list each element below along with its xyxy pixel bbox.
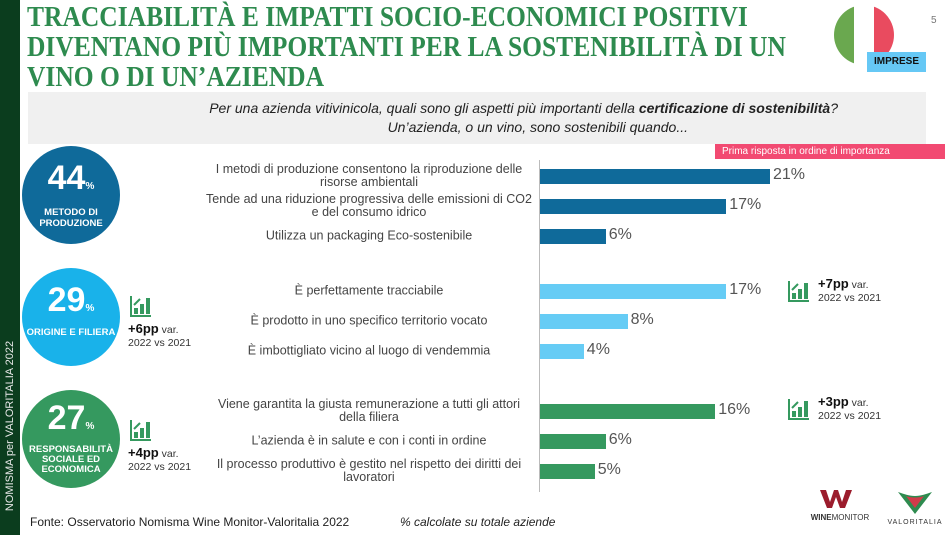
bar-value-label: 16% [718,401,751,418]
bar-category-label: Tende ad una riduzione progressiva delle… [206,192,532,219]
bar-value-label: 17% [729,281,762,298]
growth-chart-icon [787,279,811,303]
bar [540,284,727,299]
question-box: Per una azienda vitivinicola, quali sono… [28,92,926,144]
bar-category-label: L’azienda è in salute e con i conti in o… [251,433,487,448]
group-circle-origine: 29% ORIGINE E FILIERA [22,268,120,366]
bar [540,434,606,449]
bar [540,314,628,329]
variation-tracciabile: +7pp var. 2022 vs 2021 [818,276,882,304]
growth-chart-icon [129,418,153,442]
group-circle-responsabilita: 27% RESPONSABILITÀ SOCIALE ED ECONOMICA [22,390,120,488]
bar-value-label: 4% [586,341,610,358]
bar [540,169,770,184]
growth-chart-icon [129,294,153,318]
bar-category-label: È imbottigliato vicino al luogo di vende… [247,343,491,358]
source-note: Fonte: Osservatorio Nomisma Wine Monitor… [30,515,350,529]
bar [540,404,716,419]
imprese-badge: IMPRESE [867,52,926,72]
question-line-2: Un’azienda, o un vino, sono sostenibili … [387,119,688,135]
page-number: 5 [931,15,937,26]
growth-chart-icon [787,397,811,421]
variation-remunerazione: +3pp var. 2022 vs 2021 [818,394,882,422]
winemonitor-logo: WINEMONITOR [805,490,875,522]
bar-category-label: Viene garantita la giusta remunerazione … [217,397,521,424]
bar-value-label: 6% [608,431,632,448]
sidebar-strip: NOMISMA per VALORITALIA 2022 [0,0,20,535]
bar-value-label: 21% [773,166,806,183]
calc-note: % calcolate su totale aziende [400,515,556,529]
legend-tag: Prima risposta in ordine di importanza [715,144,945,159]
bar-value-label: 5% [597,461,621,478]
bar-category-label: Il processo produttivo è gestito nel ris… [216,457,522,484]
variation-origine: +6pp var. 2022 vs 2021 [128,321,192,349]
bar-category-label: È perfettamente tracciabile [294,283,444,298]
variation-responsabilita: +4pp var. 2022 vs 2021 [128,445,192,473]
question-line-1: Per una azienda vitivinicola, quali sono… [209,100,838,116]
bar-category-label: È prodotto in uno specifico territorio v… [250,313,488,328]
valoritalia-logo: VALORITALIA [885,490,945,526]
sidebar-text: NOMISMA per VALORITALIA 2022 [4,340,16,512]
bar [540,344,584,359]
bar [540,199,727,214]
bar [540,229,606,244]
bar [540,464,595,479]
group-circle-metodo: 44% METODO DI PRODUZIONE [22,146,120,244]
chart-axis [539,160,540,492]
bar-value-label: 17% [729,196,762,213]
page-title: TRACCIABILITÀ E IMPATTI SOCIO-ECONOMICI … [27,1,786,93]
bar-value-label: 6% [608,226,632,243]
bar-value-label: 8% [630,311,654,328]
bar-category-label: Utilizza un packaging Eco-sostenibile [265,228,473,243]
italy-flag-icon [834,5,894,65]
bar-category-label: I metodi di produzione consentono la rip… [215,162,523,189]
